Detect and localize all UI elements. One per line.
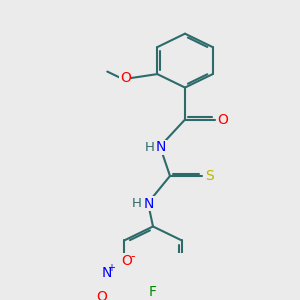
Text: O: O [218,112,228,127]
Text: O: O [96,290,107,300]
Text: N: N [144,197,154,211]
Text: H: H [145,141,155,154]
Text: O: O [121,254,132,268]
Text: +: + [107,263,116,273]
Text: S: S [206,169,214,183]
Text: F: F [149,285,157,299]
Text: O: O [120,71,131,85]
Text: N: N [101,266,112,280]
Text: -: - [130,250,135,263]
Text: H: H [132,197,142,210]
Text: N: N [156,140,166,154]
